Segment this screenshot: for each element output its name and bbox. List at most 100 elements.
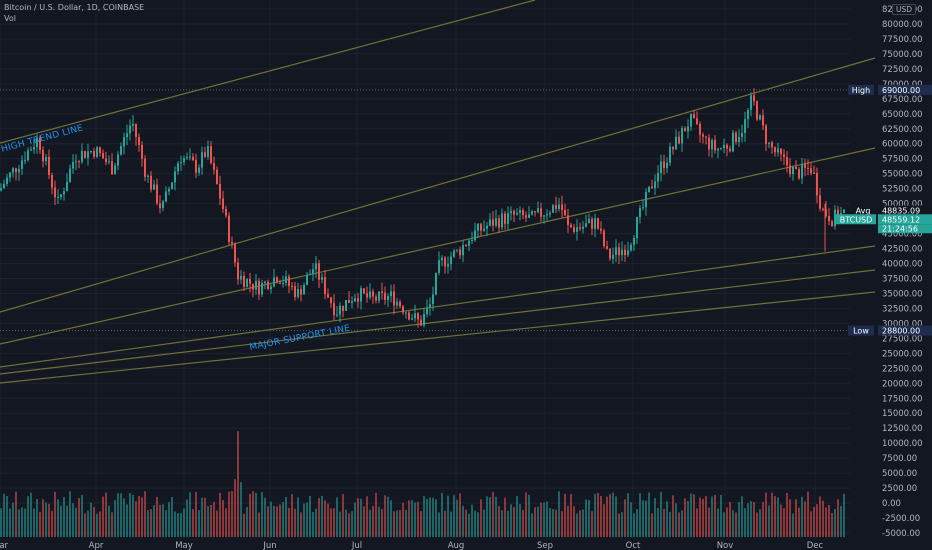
candle-body [114, 165, 116, 175]
candle-body [516, 212, 518, 215]
candle-body [477, 223, 479, 231]
candle-body [822, 208, 824, 210]
candle-body [183, 157, 185, 163]
price-axis-tick: 57500.00 [882, 155, 923, 165]
countdown-label: 21:24:56 [882, 224, 918, 233]
candle-body [621, 249, 623, 256]
price-axis-tick: 25000.00 [882, 349, 923, 359]
volume-bar [237, 431, 239, 537]
volume-bar [15, 491, 17, 537]
candle-body [576, 227, 578, 232]
volume-bar [27, 496, 29, 537]
volume-bar [3, 493, 5, 537]
candle-body [696, 118, 698, 124]
candle-body [270, 286, 272, 290]
volume-bar [516, 496, 518, 537]
candle-body [411, 318, 413, 320]
volume-bar [126, 504, 128, 537]
volume-bar [102, 496, 104, 537]
volume-bar [264, 497, 266, 537]
volume-bar [255, 493, 257, 537]
candle-body [582, 226, 584, 229]
price-label-name-bg [850, 205, 876, 216]
volume-bar [816, 504, 818, 537]
candle-body [27, 150, 29, 161]
volume-bar [522, 509, 524, 537]
candle-body [519, 209, 521, 213]
volume-bar [57, 499, 59, 537]
volume-bar [267, 506, 269, 537]
volume-bar [138, 496, 140, 537]
candle-body [186, 157, 188, 159]
volume-bar [687, 501, 689, 537]
volume-bar [633, 513, 635, 537]
candle-body [747, 109, 749, 120]
volume-bar [189, 492, 191, 537]
candle-body [264, 281, 266, 284]
volume-bar [672, 495, 674, 537]
volume-bar [99, 511, 101, 537]
candle-body [180, 162, 182, 164]
candle-body [291, 285, 293, 287]
candle-body [831, 221, 833, 227]
candle-body [168, 188, 170, 192]
candle-body [510, 210, 512, 214]
volume-bar [495, 496, 497, 537]
candle-body [663, 161, 665, 169]
candle-body [0, 188, 2, 191]
candle-body [147, 175, 149, 177]
volume-bar [312, 511, 314, 537]
candle-body [555, 205, 557, 210]
candle-body [303, 284, 305, 295]
volume-bar [570, 493, 572, 537]
volume-bar [132, 494, 134, 537]
volume-bar [165, 510, 167, 537]
volume-bar [579, 510, 581, 537]
time-axis-tick: Aug [448, 541, 465, 550]
volume-bar [426, 498, 428, 537]
volume-bar [372, 506, 374, 537]
price-label: Avg 48835.09 [850, 205, 932, 216]
volume-bar [6, 496, 8, 537]
candle-body [66, 181, 68, 192]
candle-body [633, 238, 635, 245]
candle-body [48, 157, 50, 175]
volume-bar [414, 502, 416, 537]
trend-line [0, 0, 536, 144]
currency-badge[interactable]: USD [892, 4, 917, 15]
volume-bar [507, 510, 509, 537]
price-label-value: 69000.00 [882, 86, 920, 95]
price-label-name: BTCUSD [840, 215, 873, 224]
candle-body [672, 146, 674, 150]
price-axis-tick: 20000.00 [882, 379, 923, 389]
candle-body [444, 257, 446, 267]
volume-bar [45, 502, 47, 537]
time-axis-tick: Jun [262, 541, 276, 550]
volume-bar [651, 513, 653, 537]
candle-body [201, 152, 203, 168]
volume-bar [303, 503, 305, 537]
volume-bar [534, 507, 536, 537]
candle-body [171, 182, 173, 189]
volume-bar [279, 504, 281, 537]
candle-body [375, 296, 377, 301]
volume-bar [333, 508, 335, 537]
volume-bar [765, 492, 767, 537]
volume-bar [246, 506, 248, 537]
candle-body [465, 245, 467, 247]
volume-bar [708, 507, 710, 537]
volume-bar [498, 506, 500, 537]
volume-bars [0, 431, 845, 537]
candle-body [165, 191, 167, 202]
volume-bar [438, 512, 440, 537]
volume-bar [456, 499, 458, 537]
candle-body [423, 314, 425, 326]
volume-bar [681, 510, 683, 537]
volume-bar [588, 499, 590, 537]
price-axis-tick: 80000.00 [882, 20, 923, 30]
candle-body [441, 257, 443, 261]
volume-bar [609, 494, 611, 537]
volume-bar [378, 506, 380, 537]
